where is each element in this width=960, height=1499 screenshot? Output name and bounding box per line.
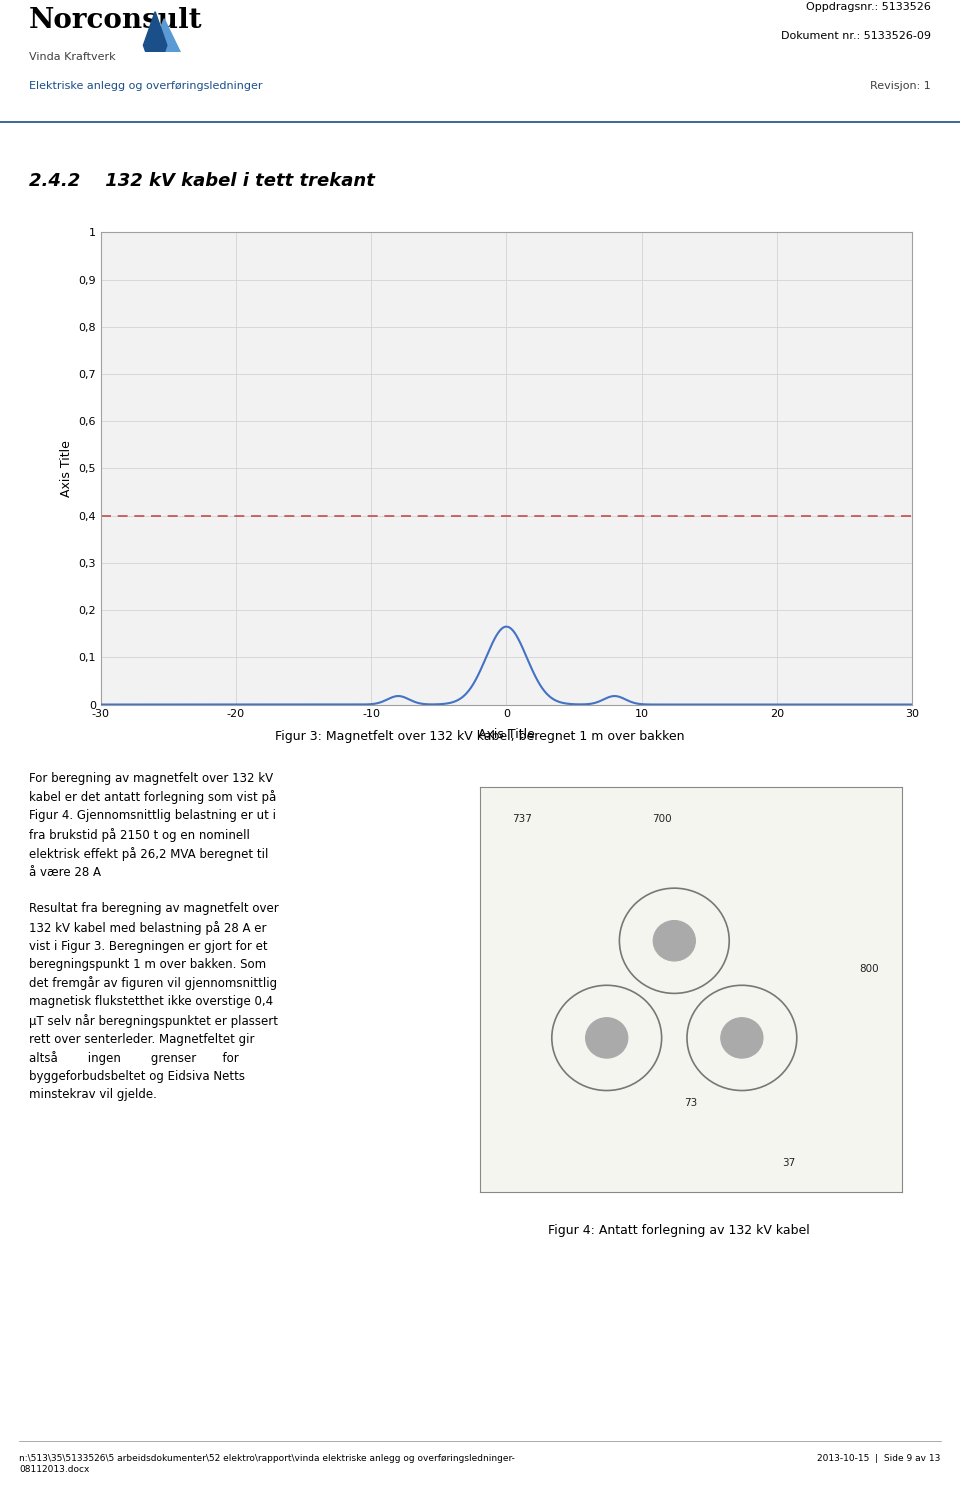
Y-axis label: Axis Title: Axis Title <box>60 441 73 496</box>
Text: 2.4.2    132 kV kabel i tett trekant: 2.4.2 132 kV kabel i tett trekant <box>29 172 374 190</box>
Text: Oppdragsnr.: 5133526: Oppdragsnr.: 5133526 <box>806 1 931 12</box>
Text: 700: 700 <box>652 814 671 824</box>
Polygon shape <box>143 12 167 79</box>
Text: Revisjon: 1: Revisjon: 1 <box>871 81 931 91</box>
Text: 737: 737 <box>513 814 532 824</box>
X-axis label: Axis Title: Axis Title <box>478 727 535 741</box>
Text: Norconsult: Norconsult <box>29 7 203 34</box>
Text: Elektriske anlegg og overføringsledninger: Elektriske anlegg og overføringsledninge… <box>29 81 262 91</box>
Circle shape <box>653 920 695 961</box>
Text: Figur 3: Magnetfelt over 132 kV kabel, beregnet 1 m over bakken: Figur 3: Magnetfelt over 132 kV kabel, b… <box>276 730 684 742</box>
Text: Figur 4: Antatt forlegning av 132 kV kabel: Figur 4: Antatt forlegning av 132 kV kab… <box>547 1225 809 1237</box>
Polygon shape <box>151 19 180 85</box>
Text: 37: 37 <box>781 1159 795 1168</box>
Text: For beregning av magnetfelt over 132 kV
kabel er det antatt forlegning som vist : For beregning av magnetfelt over 132 kV … <box>29 772 278 1102</box>
Circle shape <box>586 1018 628 1058</box>
Text: 73: 73 <box>684 1097 698 1108</box>
Text: Vinda Kraftverk: Vinda Kraftverk <box>29 52 115 63</box>
Text: 2013-10-15  |  Side 9 av 13: 2013-10-15 | Side 9 av 13 <box>817 1454 941 1463</box>
Text: n:\513\35\5133526\5 arbeidsdokumenter\52 elektro\rapport\vinda elektriske anlegg: n:\513\35\5133526\5 arbeidsdokumenter\52… <box>19 1454 516 1475</box>
Text: 800: 800 <box>859 964 878 974</box>
Circle shape <box>721 1018 763 1058</box>
Text: Dokument nr.: 5133526-09: Dokument nr.: 5133526-09 <box>781 31 931 40</box>
